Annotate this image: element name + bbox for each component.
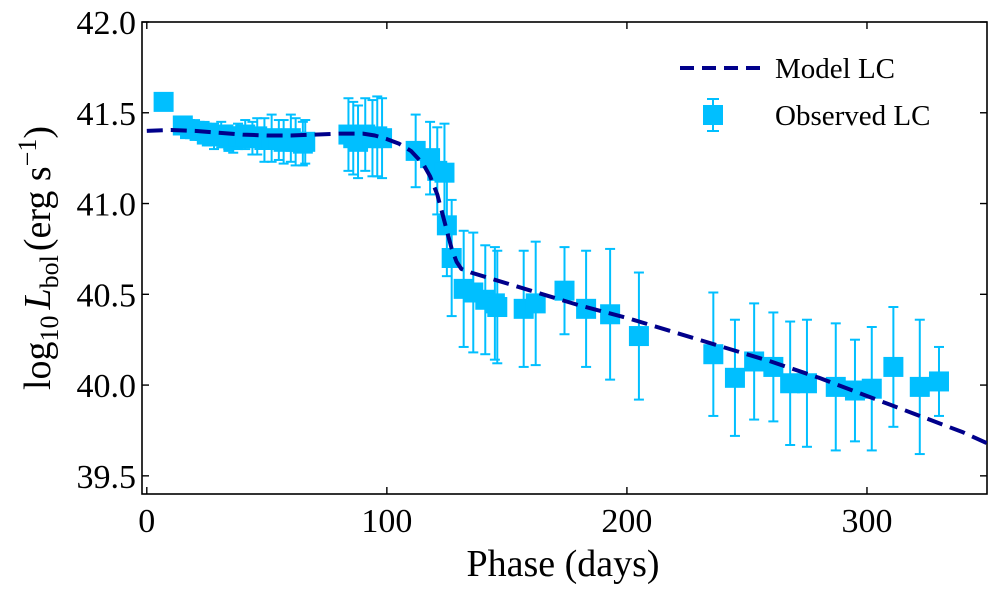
y-tick-labels: 39.5 40.0 40.5 41.0 41.5 42.0 <box>77 5 137 496</box>
y-tick-label: 40.5 <box>77 277 137 314</box>
y-axis-label: log10 Lbol (erg s−1) <box>13 126 64 390</box>
y-label-var-sub: bol <box>35 255 64 288</box>
y-label-prefix: log <box>17 341 59 390</box>
x-axis-label: Phase (days) <box>466 543 659 585</box>
observed-point <box>861 378 882 399</box>
observed-markers <box>153 91 949 401</box>
ticks <box>142 21 987 494</box>
observed-point <box>825 376 846 397</box>
legend-observed-marker <box>703 105 723 125</box>
x-tick-label: 200 <box>601 503 652 540</box>
observed-point <box>844 380 865 401</box>
observed-point <box>525 293 546 314</box>
observed-point <box>703 344 724 365</box>
observed-point <box>796 373 817 394</box>
observed-point <box>434 162 455 183</box>
y-label-units-sup: −1 <box>13 139 42 167</box>
observed-point <box>554 280 575 301</box>
y-tick-label: 42.0 <box>77 5 137 42</box>
legend: Model LC Observed LC <box>680 53 930 132</box>
y-tick-label: 41.5 <box>77 96 137 133</box>
x-tick-label: 300 <box>841 503 892 540</box>
y-label-units: (erg s <box>17 166 59 251</box>
model-curve <box>146 128 987 446</box>
legend-observed-label: Observed LC <box>775 100 930 132</box>
observed-point <box>153 91 174 112</box>
y-tick-label: 41.0 <box>77 187 137 224</box>
x-tick-label: 100 <box>361 503 412 540</box>
observed-point <box>628 326 649 347</box>
x-tick-label: 0 <box>138 503 155 540</box>
observed-point <box>928 371 949 392</box>
observed-point <box>780 373 801 394</box>
plot-frame <box>141 21 988 495</box>
legend-model-label: Model LC <box>775 53 895 85</box>
observed-point <box>724 367 745 388</box>
y-label-units-close: ) <box>17 126 59 139</box>
observed-point <box>372 128 393 149</box>
x-tick-labels: 0 100 200 300 <box>138 503 892 540</box>
y-label-prefix-sub: 10 <box>35 315 64 341</box>
y-tick-label: 39.5 <box>77 459 137 496</box>
observed-point <box>883 356 904 377</box>
y-label-var: L <box>17 288 59 310</box>
observed-point <box>909 376 930 397</box>
y-tick-label: 40.0 <box>77 368 137 405</box>
observed-point <box>487 297 508 318</box>
model-curve-group <box>146 128 987 446</box>
